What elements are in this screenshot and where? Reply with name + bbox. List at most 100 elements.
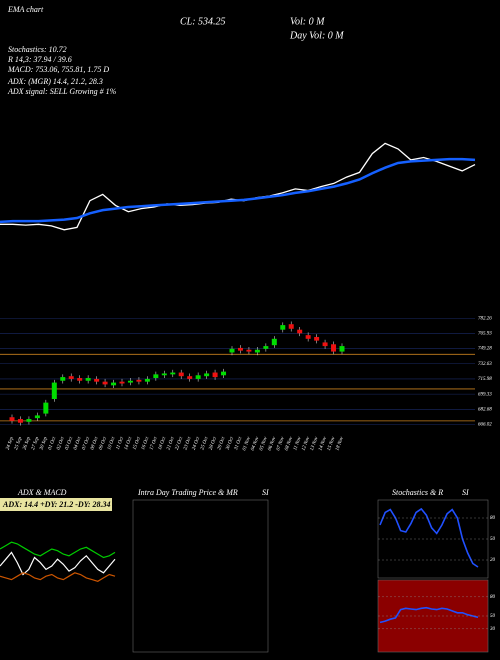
x-tick-label: 08 Oct (90, 436, 100, 451)
y-tick-label: 666.02 (478, 423, 492, 428)
candle-body (212, 372, 218, 378)
candle-body (161, 373, 167, 376)
header-text: Day Vol: 0 M (289, 30, 344, 41)
x-tick-label: 05 Nov (259, 436, 269, 452)
x-tick-label: 02 Oct (56, 436, 66, 451)
y-tick-label: 50 (490, 614, 496, 619)
candle-body (17, 419, 23, 423)
panel-title: SI (462, 488, 469, 497)
y-tick-label: 749.28 (478, 347, 492, 352)
x-tick-label: 30 Sep (39, 436, 48, 451)
x-tick-label: 29 Oct (217, 436, 227, 451)
line-series (0, 157, 476, 224)
candle-body (339, 346, 345, 352)
x-tick-label: 01 Nov (242, 436, 252, 452)
y-tick-label: 80 (490, 595, 496, 600)
x-tick-label: 23 Oct (183, 436, 193, 451)
stat: Stochastics: 10.72 (8, 45, 67, 54)
candle-body (280, 325, 286, 330)
panel-title: ADX & MACD (17, 488, 67, 497)
candle-body (204, 373, 210, 377)
header-text: EMA chart (7, 5, 44, 14)
x-tick-label: 16 Oct (141, 436, 151, 451)
candle-body (127, 380, 133, 383)
candle-body (34, 415, 40, 419)
stat: ADX signal: SELL Growing # 1% (7, 87, 117, 96)
x-tick-label: 11 Oct (116, 436, 125, 451)
panel-title: Intra Day Trading Price & MR (137, 488, 238, 497)
candle-body (221, 371, 227, 376)
candle-body (246, 349, 252, 352)
candle-body (271, 338, 277, 346)
x-tick-label: 26 Sep (23, 436, 32, 451)
x-tick-label: 25 Oct (200, 436, 210, 451)
line-series (0, 541, 116, 559)
candle-body (187, 376, 193, 379)
y-tick-label: 782.26 (478, 317, 492, 322)
candle-body (60, 377, 66, 381)
x-tick-label: 04 Nov (251, 436, 261, 452)
stat: R 14,3: 37.94 / 39.6 (7, 55, 72, 64)
x-tick-label: 07 Oct (82, 436, 92, 451)
x-tick-label: 22 Oct (175, 436, 185, 451)
candle-body (43, 402, 49, 414)
panel-title: Stochastics & R (392, 488, 443, 497)
candle-body (229, 348, 235, 353)
candle-body (68, 376, 74, 379)
intraday-panel (132, 499, 269, 653)
y-tick-label: 80 (490, 516, 496, 521)
candle-body (237, 347, 243, 351)
candle-body (111, 382, 117, 386)
y-tick-label: 20 (490, 558, 496, 563)
header-text: Vol: 0 M (290, 16, 325, 27)
candle-body (9, 417, 15, 421)
y-tick-label: 699.33 (478, 392, 492, 397)
candle-body (263, 346, 269, 349)
line-series (379, 507, 479, 568)
candle-body (170, 372, 176, 375)
x-tick-label: 08 Nov (285, 436, 295, 452)
x-tick-label: 30 Oct (226, 436, 236, 451)
stat: ADX: (MGR) 14.4, 21.2, 28.3 (7, 77, 103, 86)
x-tick-label: 17 Oct (149, 436, 159, 451)
line-series (379, 606, 479, 624)
candle-body (297, 329, 303, 334)
x-tick-label: 28 Oct (209, 436, 219, 451)
x-tick-label: 03 Oct (65, 436, 75, 451)
x-tick-label: 09 Oct (99, 436, 109, 451)
candle-body (119, 381, 125, 384)
candle-body (51, 382, 57, 399)
candle-body (178, 372, 184, 377)
x-tick-label: 21 Oct (166, 436, 176, 451)
x-tick-label: 15 Nov (327, 436, 337, 452)
candle-body (153, 374, 159, 379)
x-tick-label: 14 Nov (318, 436, 328, 452)
x-tick-label: 01 Oct (48, 436, 58, 451)
line-series (0, 551, 116, 576)
x-tick-label: 11 Nov (293, 436, 303, 452)
panel-title: SI (262, 488, 269, 497)
candle-body (26, 419, 32, 422)
x-tick-label: 24 Sep (6, 436, 15, 451)
y-tick-label: 765.93 (478, 332, 492, 337)
x-tick-label: 06 Nov (268, 436, 278, 452)
x-tick-label: 13 Nov (310, 436, 320, 452)
candle-body (254, 349, 260, 353)
candle-body (77, 378, 83, 381)
candle-body (314, 336, 320, 341)
candle-body (288, 324, 294, 329)
candle-body (331, 344, 337, 352)
candle-body (305, 335, 311, 339)
y-tick-label: 715.98 (478, 377, 492, 382)
y-tick-label: 682.68 (478, 407, 492, 412)
header-text: CL: 534.25 (180, 16, 226, 27)
y-tick-label: 732.63 (478, 362, 492, 367)
x-tick-label: 15 Oct (133, 436, 143, 451)
adx-label: ADX: 14.4 +DY: 21.2 -DY: 28.34 (2, 500, 111, 509)
x-tick-label: 10 Oct (107, 436, 117, 451)
line-series (0, 572, 116, 582)
candle-body (195, 375, 201, 379)
candle-body (102, 381, 108, 385)
x-tick-label: 14 Oct (124, 436, 134, 451)
